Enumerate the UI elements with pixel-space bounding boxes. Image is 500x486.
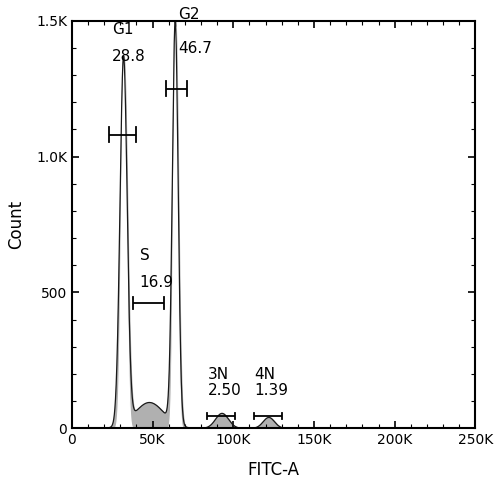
Text: 28.8: 28.8 <box>112 49 146 64</box>
Text: 4N: 4N <box>254 367 276 382</box>
Text: 1.39: 1.39 <box>254 383 288 399</box>
X-axis label: FITC-A: FITC-A <box>248 461 300 479</box>
Text: 46.7: 46.7 <box>178 41 212 56</box>
Text: G1: G1 <box>112 22 134 37</box>
Text: S: S <box>140 247 149 262</box>
Text: 3N: 3N <box>208 367 229 382</box>
Text: 2.50: 2.50 <box>208 383 241 399</box>
Y-axis label: Count: Count <box>7 200 25 249</box>
Text: G2: G2 <box>178 7 200 22</box>
Text: 16.9: 16.9 <box>140 275 173 290</box>
